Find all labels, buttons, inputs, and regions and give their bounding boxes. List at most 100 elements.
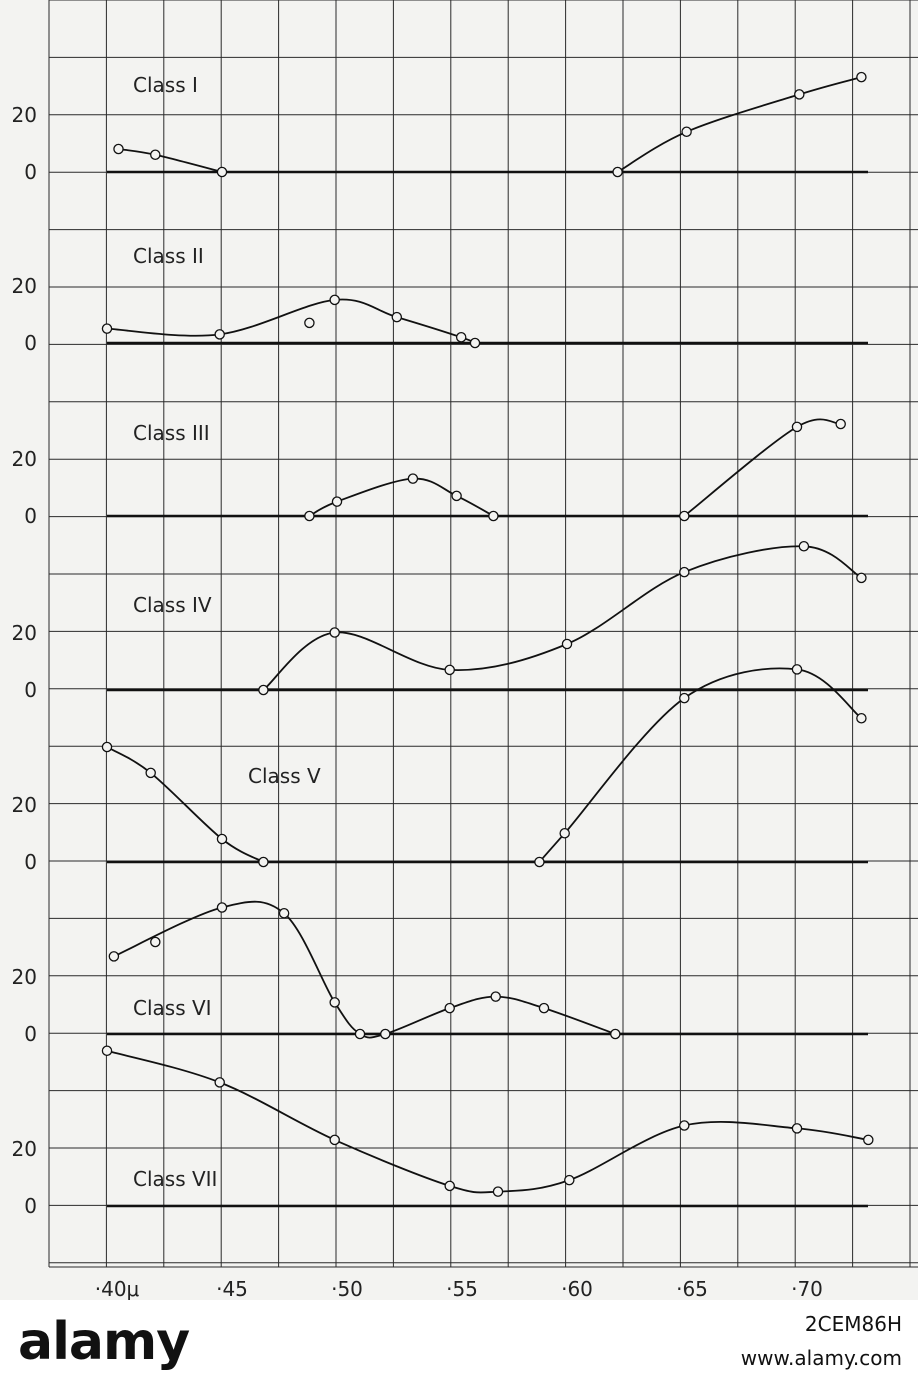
data-point — [329, 627, 340, 638]
data-point — [534, 856, 545, 868]
y-tick-label: 20 — [12, 103, 37, 127]
data-point — [835, 418, 846, 430]
x-tick-labels: ·40μ ·45 ·50 ·55 ·60 ·65 ·70 — [95, 1277, 823, 1300]
data-point — [101, 323, 113, 334]
x-tick-label: ·60 — [561, 1277, 593, 1300]
data-point — [612, 166, 623, 178]
data-point — [610, 1028, 621, 1040]
data-point — [108, 951, 120, 962]
y-tick-label: 0 — [24, 1194, 37, 1218]
data-point — [679, 510, 690, 522]
line-chart: Class I Class II Class III Class IV Class V C… — [0, 0, 918, 1300]
data-point — [856, 713, 867, 724]
watermark-image-id: 2CEM86H — [804, 1312, 902, 1336]
data-point — [216, 166, 228, 178]
data-point — [304, 317, 315, 329]
panel-label: Class I — [133, 73, 198, 97]
data-point — [216, 833, 228, 845]
y-tick-label: 20 — [12, 447, 37, 471]
y-tick-label: 0 — [24, 331, 37, 355]
data-point — [681, 126, 692, 138]
data-point — [492, 1186, 504, 1197]
data-point — [490, 991, 501, 1002]
y-tick-label: 20 — [12, 621, 37, 645]
data-point — [679, 1120, 690, 1131]
data-point — [354, 1028, 366, 1040]
panel-label: Class II — [133, 244, 204, 268]
data-point — [863, 1134, 874, 1146]
data-points — [101, 71, 874, 1197]
data-point — [455, 331, 467, 343]
panel-label: Class VI — [133, 996, 212, 1020]
data-point — [561, 638, 573, 650]
x-tick-label: ·55 — [446, 1277, 478, 1300]
data-point — [391, 311, 403, 323]
y-tick-label: 0 — [24, 160, 37, 184]
data-point — [258, 856, 269, 868]
data-point — [444, 1002, 455, 1014]
data-point — [798, 541, 810, 552]
data-point — [559, 828, 570, 839]
panel-label: Class III — [133, 421, 210, 445]
watermark-logo: alamy — [18, 1312, 190, 1372]
data-point — [329, 1134, 340, 1146]
data-point — [331, 496, 343, 507]
x-tick-label: ·45 — [216, 1277, 248, 1300]
data-point — [150, 936, 161, 948]
data-point — [101, 1045, 113, 1057]
data-point — [216, 902, 228, 913]
data-point — [329, 294, 340, 306]
data-point — [113, 143, 124, 155]
y-tick-labels: 0 20 0 20 0 20 0 20 0 20 0 20 0 20 — [12, 103, 37, 1218]
x-tick-label: ·65 — [676, 1277, 708, 1300]
data-point — [791, 664, 803, 675]
data-point — [679, 566, 690, 578]
data-point — [444, 1180, 455, 1192]
data-point — [794, 89, 805, 100]
data-point — [258, 684, 269, 696]
watermark-url: www.alamy.com — [740, 1346, 902, 1370]
data-point — [564, 1174, 575, 1186]
data-point — [214, 329, 225, 340]
y-tick-label: 0 — [24, 504, 37, 528]
data-point — [407, 473, 419, 484]
x-tick-label: ·50 — [331, 1277, 363, 1300]
data-point — [145, 767, 156, 779]
data-point — [101, 741, 113, 753]
y-tick-label: 0 — [24, 678, 37, 702]
x-tick-label: ·70 — [791, 1277, 823, 1300]
y-tick-label: 20 — [12, 274, 37, 298]
zero-baselines — [107, 170, 868, 1208]
panel-label: Class V — [248, 764, 321, 788]
data-point — [380, 1028, 391, 1040]
data-point — [856, 71, 867, 83]
data-point — [150, 149, 161, 160]
data-point — [791, 1123, 803, 1134]
panel-label: Class IV — [133, 593, 212, 617]
y-tick-label: 20 — [12, 793, 37, 817]
y-tick-label: 20 — [12, 965, 37, 989]
data-point — [278, 908, 290, 919]
series-line — [106, 746, 264, 863]
x-tick-label: ·40μ — [95, 1277, 140, 1300]
data-point — [329, 997, 340, 1008]
data-point — [451, 490, 462, 502]
chart-background — [0, 0, 918, 1300]
y-tick-label: 0 — [24, 850, 37, 874]
series-line — [683, 418, 841, 517]
data-point — [791, 421, 803, 433]
y-tick-label: 20 — [12, 1137, 37, 1161]
data-point — [488, 510, 499, 522]
data-point — [679, 692, 690, 704]
series-line — [617, 76, 862, 173]
data-point — [538, 1002, 550, 1014]
panel-labels: Class I Class II Class III Class IV Class V C… — [133, 73, 321, 1191]
data-point — [214, 1077, 225, 1088]
panel-label: Class VII — [133, 1167, 217, 1191]
y-tick-label: 0 — [24, 1022, 37, 1046]
watermark-bar: alamy 2CEM86H www.alamy.com — [0, 1300, 918, 1390]
data-point — [304, 510, 315, 522]
data-point — [856, 572, 867, 584]
data-point — [469, 337, 481, 349]
data-point — [444, 664, 455, 676]
